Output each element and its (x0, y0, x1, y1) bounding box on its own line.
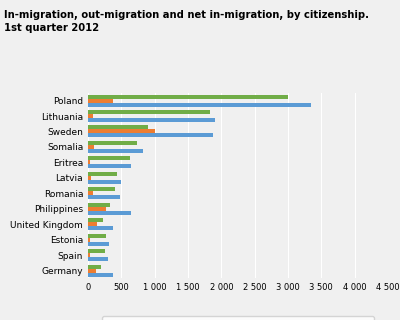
Bar (88, 226, 113, 230)
Bar (88, 156, 130, 160)
Bar (88, 218, 103, 222)
Bar (88, 94, 288, 99)
Bar (88, 273, 113, 277)
Bar (88, 176, 91, 180)
Bar (88, 242, 109, 246)
Bar (88, 195, 120, 199)
Bar (88, 141, 137, 145)
Bar (88, 269, 96, 273)
Bar (88, 211, 131, 215)
Bar (88, 149, 143, 153)
Bar (88, 102, 311, 107)
Bar (88, 253, 90, 257)
Bar (88, 180, 121, 184)
Bar (88, 99, 113, 102)
Bar (88, 164, 131, 168)
Bar (88, 249, 105, 253)
Bar (88, 133, 213, 138)
Bar (88, 114, 93, 118)
Bar (88, 172, 117, 176)
Bar (88, 257, 108, 261)
Bar (88, 110, 210, 114)
Bar (88, 207, 106, 211)
Bar (88, 187, 115, 191)
Text: In-migration, out-migration and net in-migration, by citizenship.
1st quarter 20: In-migration, out-migration and net in-m… (4, 10, 369, 33)
Bar (88, 160, 90, 164)
Bar (88, 222, 97, 226)
Bar (88, 130, 155, 133)
Bar (88, 203, 110, 207)
Bar (88, 145, 94, 149)
Bar (88, 265, 101, 269)
Bar (88, 125, 148, 130)
Bar (88, 234, 106, 238)
Bar (88, 191, 93, 195)
Legend: In-migration, Out-migration, Net in-migration: In-migration, Out-migration, Net in-migr… (102, 316, 374, 320)
Bar (88, 118, 215, 122)
Bar (88, 238, 90, 242)
